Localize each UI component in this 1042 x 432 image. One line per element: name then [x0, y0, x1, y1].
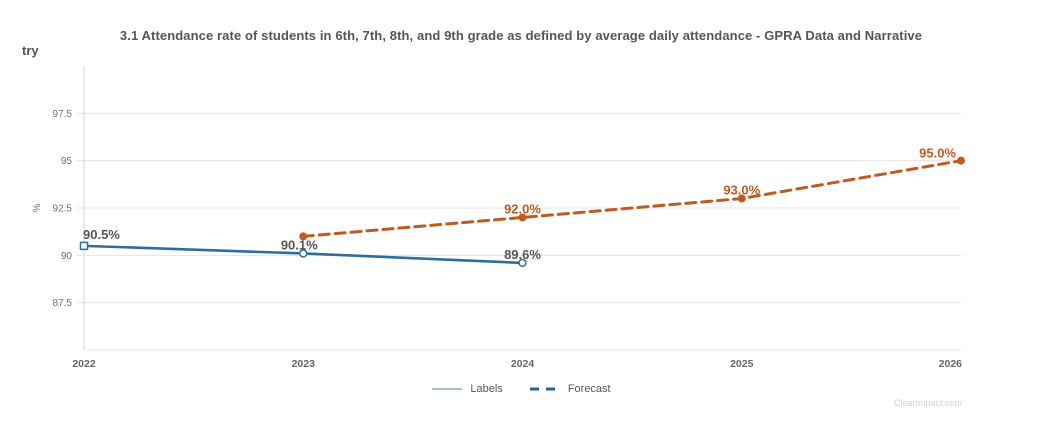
x-axis-tick-label: 2023	[292, 358, 316, 370]
legend-swatch-labels-line-icon	[432, 388, 463, 390]
y-axis-tick-label: 90	[61, 251, 73, 262]
data-point-labels-2022[interactable]	[79, 241, 89, 251]
data-point-forecast-2023[interactable]	[299, 232, 308, 241]
value-label-labels-2022: 90.5%	[83, 227, 120, 242]
legend-swatch-forecast-line-icon	[529, 387, 560, 391]
legend-label-labels: Labels	[470, 383, 503, 395]
data-point-forecast-2025[interactable]	[737, 194, 746, 203]
x-axis-tick-label: 2022	[72, 358, 96, 370]
y-axis-title: %	[32, 203, 43, 212]
y-axis-tick-label: 95	[61, 156, 73, 167]
x-axis-tick-label: 2024	[511, 358, 535, 370]
series-line-forecast	[301, 159, 963, 238]
chart-legend: Labels Forecast	[0, 379, 1042, 399]
value-label-forecast-2025: 93.0%	[723, 183, 760, 198]
clearimpact-watermark-link[interactable]: ClearImpact.com	[893, 398, 962, 408]
x-axis-tick-label: 2025	[730, 358, 754, 370]
value-label-labels-2023: 90.1%	[281, 237, 318, 252]
y-axis-tick-label: 92.5	[53, 204, 73, 215]
chart-title: 3.1 Attendance rate of students in 6th, …	[119, 28, 923, 43]
data-point-labels-2023[interactable]	[299, 249, 308, 258]
x-axis-tick-label: 2026	[939, 358, 963, 370]
y-axis-tick-label: 97.5	[53, 109, 73, 120]
value-label-forecast-2026: 95.0%	[919, 146, 956, 161]
legend-item-forecast[interactable]: Forecast	[529, 383, 611, 395]
data-point-forecast-2024[interactable]	[518, 213, 527, 222]
y-axis-tick-label: 87.5	[53, 298, 73, 309]
value-label-forecast-2024: 92.0%	[504, 201, 541, 216]
data-point-labels-2024[interactable]	[518, 258, 527, 268]
clipped-text-label: try	[22, 43, 39, 58]
legend-item-labels[interactable]: Labels	[431, 383, 503, 395]
data-point-forecast-2026[interactable]	[957, 156, 965, 165]
value-label-labels-2024: 89.6%	[504, 247, 541, 262]
legend-label-forecast: Forecast	[567, 383, 611, 395]
